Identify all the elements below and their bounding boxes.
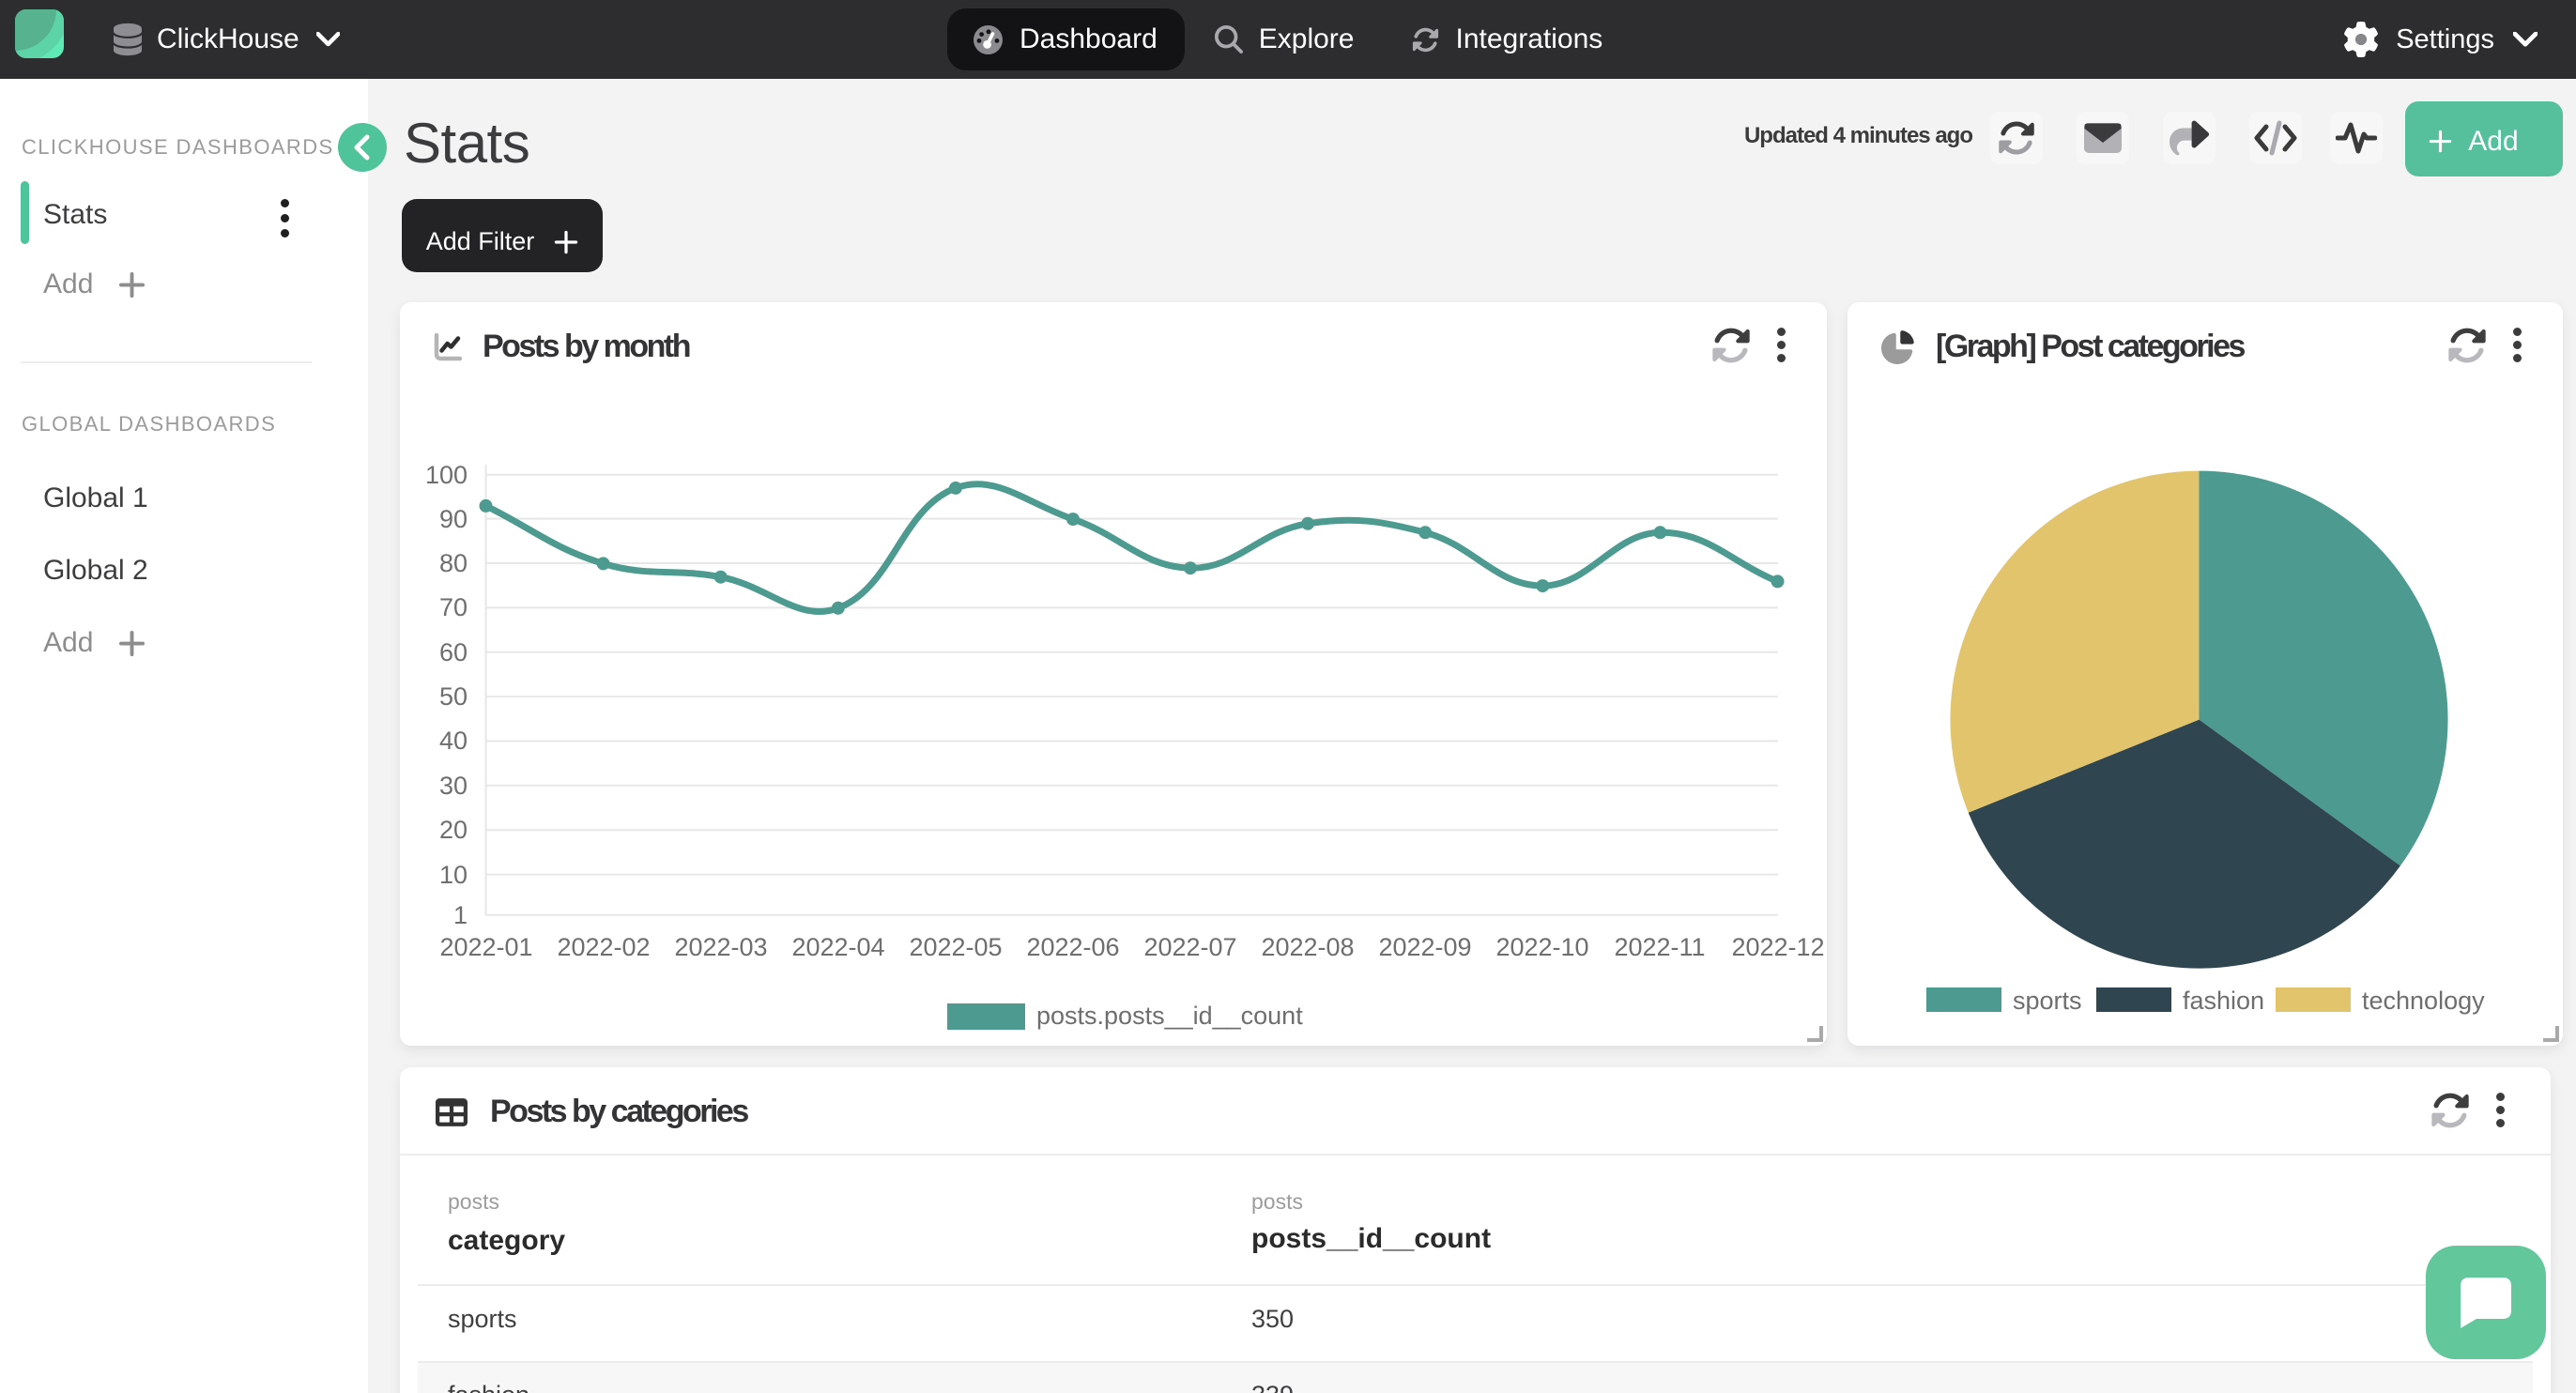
svg-text:2022-01: 2022-01 <box>439 933 532 961</box>
svg-text:10: 10 <box>439 861 468 889</box>
svg-text:100: 100 <box>425 461 468 489</box>
svg-text:2022-04: 2022-04 <box>791 933 884 961</box>
svg-text:fashion: fashion <box>2183 987 2264 1015</box>
svg-text:40: 40 <box>439 727 468 755</box>
svg-text:2022-02: 2022-02 <box>557 933 650 961</box>
svg-text:posts.posts__id__count: posts.posts__id__count <box>1036 1002 1303 1030</box>
svg-text:20: 20 <box>439 816 468 844</box>
svg-text:2022-10: 2022-10 <box>1495 933 1588 961</box>
svg-text:90: 90 <box>439 505 468 533</box>
svg-text:2022-12: 2022-12 <box>1731 933 1824 961</box>
svg-text:1: 1 <box>453 901 468 929</box>
svg-text:30: 30 <box>439 772 468 800</box>
svg-text:2022-07: 2022-07 <box>1143 933 1236 961</box>
svg-text:50: 50 <box>439 682 468 711</box>
svg-text:60: 60 <box>439 638 468 666</box>
svg-text:2022-09: 2022-09 <box>1378 933 1471 961</box>
svg-text:2022-08: 2022-08 <box>1261 933 1354 961</box>
svg-text:2022-03: 2022-03 <box>674 933 767 961</box>
svg-text:sports: sports <box>2013 987 2082 1015</box>
svg-text:80: 80 <box>439 549 468 577</box>
svg-text:2022-11: 2022-11 <box>1614 933 1705 961</box>
svg-text:2022-05: 2022-05 <box>909 933 1002 961</box>
svg-text:2022-06: 2022-06 <box>1026 933 1119 961</box>
svg-text:technology: technology <box>2362 987 2485 1015</box>
svg-text:70: 70 <box>439 593 468 621</box>
